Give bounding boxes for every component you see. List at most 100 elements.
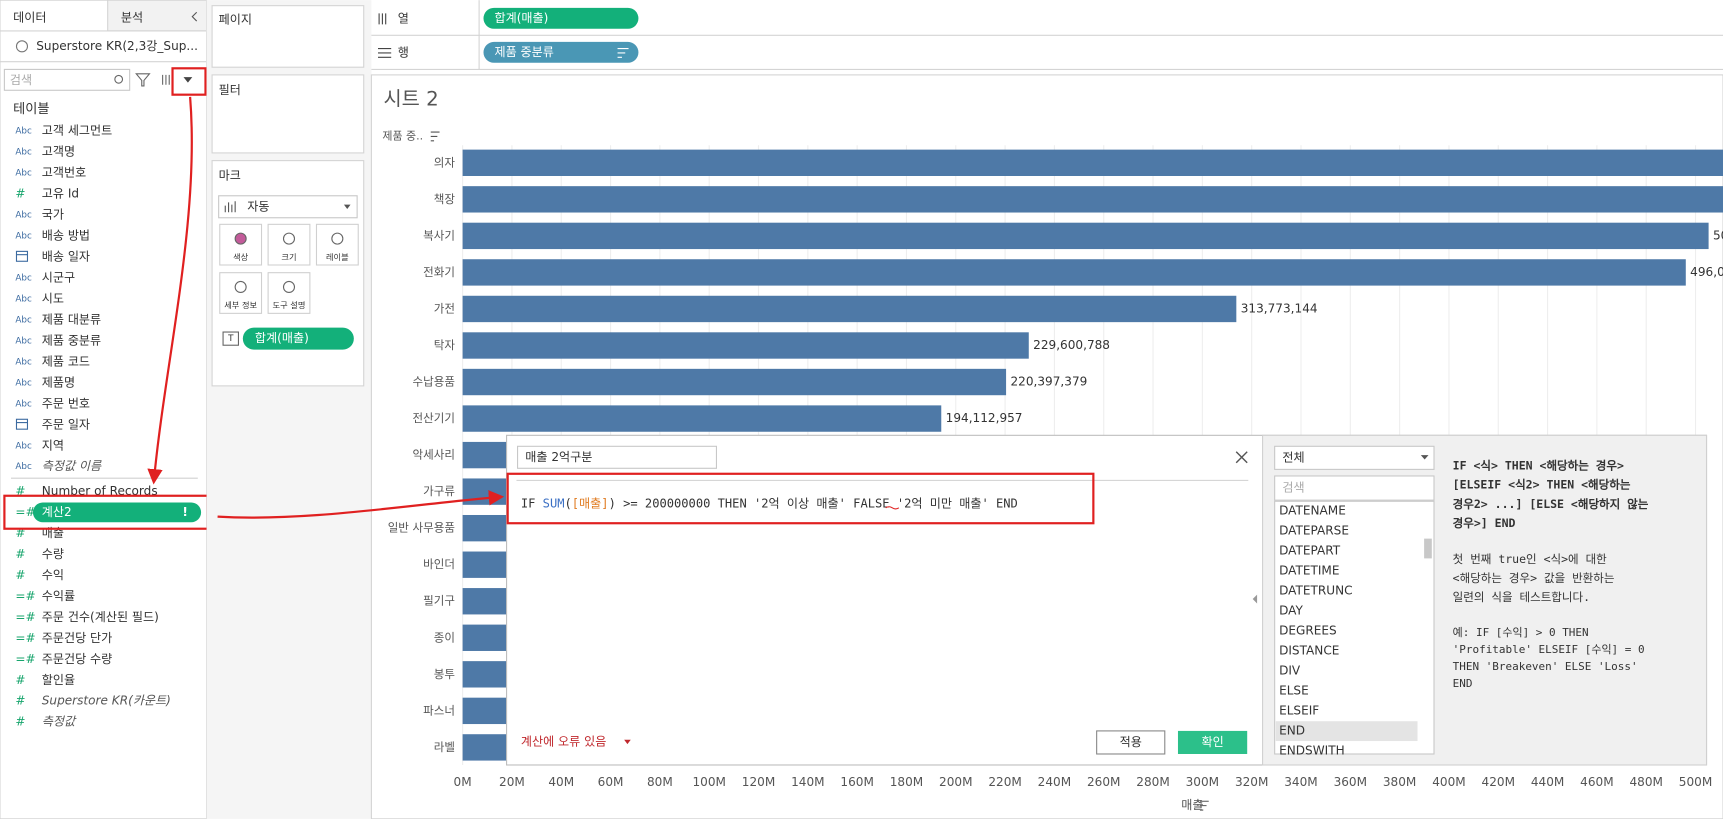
mark-button-label: 세부 정보 [224,300,257,310]
function-item[interactable]: ELSEIF [1279,704,1319,718]
help-example: 예: IF [수익] > 0 THEN [1453,626,1589,639]
marks-pill-label: 합계(매출) [255,331,309,345]
field-name[interactable]: 국가 [42,207,64,221]
field-name[interactable]: 계산2 [42,505,72,519]
formula[interactable]: IF SUM([매출]) >= 200000000 THEN '2억 이상 매출… [521,496,1018,510]
field-name[interactable]: 제품명 [42,375,75,389]
rows-pill[interactable] [483,41,639,63]
formula-token: IF [521,496,543,510]
chart-title: 시트 2 [383,88,438,111]
bar [462,222,1709,250]
formula-token: SUM [543,496,565,510]
field-name[interactable]: 주문 번호 [42,396,90,410]
help-description: <해당하는 경우> 값을 반환하는 [1453,571,1615,585]
calc-name-box[interactable] [517,445,718,469]
mark-type-dropdown[interactable] [218,195,358,219]
field-name[interactable]: 주문 건수(계산된 필드) [42,610,159,624]
field-name[interactable]: 지역 [42,438,64,452]
field-name[interactable]: 고객 세그먼트 [42,123,113,137]
rows-label: 행 [398,44,409,59]
datasource-name[interactable]: Superstore KR(2,3강_Sup... [36,39,198,53]
marks-pill[interactable] [242,327,354,350]
function-item[interactable]: DAY [1279,604,1303,618]
function-item[interactable]: DIV [1279,664,1301,678]
field-icon: Abc [15,210,32,220]
x-tick-label: 240M [1038,775,1071,789]
mark-button-label: 도구 설명 [273,300,306,310]
analysis-tab[interactable]: 분석 [121,10,143,24]
function-item[interactable]: ELSE [1279,684,1309,698]
ok-button[interactable] [1177,730,1248,754]
field-icon: Abc [15,378,32,388]
function-item[interactable]: DATEPARSE [1279,524,1349,538]
mark-button-icon [234,280,247,294]
field-name[interactable]: 고객명 [42,144,75,158]
search-box[interactable] [3,68,131,91]
field-icon: # [15,715,25,729]
function-item[interactable]: END [1279,724,1305,738]
field-name[interactable]: 제품 중분류 [42,333,101,347]
mark-button-label: 색상 [233,252,249,262]
field-icon: Abc [15,294,32,304]
scrollbar[interactable] [1424,538,1432,559]
help-description: 첫 번째 true인 <식>에 대한 [1453,552,1607,566]
help-syntax: IF <식> THEN <해당하는 경우> [1453,459,1624,473]
function-search[interactable] [1274,475,1435,501]
field-name[interactable]: 시군구 [42,270,75,284]
field-pill[interactable] [32,502,202,523]
field-name[interactable]: 측정값 이름 [42,459,102,473]
collapse-icon[interactable] [191,11,198,22]
function-item[interactable]: DATENAME [1279,504,1346,518]
columns-label: 열 [398,11,409,25]
field-name[interactable]: Superstore KR(카운트) [42,694,171,708]
dropdown-icon[interactable] [183,77,193,83]
mark-button-icon [234,232,247,245]
bar [462,186,1723,213]
filter-icon[interactable] [135,73,151,87]
field-name[interactable]: 주문건당 수량 [42,652,113,666]
calc-name[interactable]: 매출 2억구분 [525,450,592,464]
field-icon: Abc [15,462,32,472]
field-name[interactable]: 배송 방법 [42,228,90,242]
data-tab[interactable]: 데이터 [13,10,46,24]
mark-type-icon [224,201,236,213]
view-icon[interactable] [162,74,170,85]
field-name[interactable]: 시도 [42,291,64,305]
x-tick-label: 500M [1679,775,1712,789]
field-name[interactable]: 수익률 [42,589,75,603]
close-button[interactable] [1235,451,1248,464]
rows-pill-label: 제품 중분류 [494,45,553,59]
field-name[interactable]: 고객번호 [42,165,86,179]
field-icon: # [15,694,25,708]
field-name[interactable]: Number of Records [42,484,158,498]
field-name[interactable]: 할인율 [42,673,75,687]
label-icon-glyph: T [227,334,234,344]
function-item[interactable]: DEGREES [1279,624,1337,638]
field-icon: =# [15,652,35,666]
function-item[interactable]: DATETIME [1279,564,1339,578]
apply-button[interactable] [1096,730,1166,755]
function-item[interactable]: DISTANCE [1279,644,1339,658]
field-name[interactable]: 제품 대분류 [42,312,101,326]
field-name[interactable]: 배송 일자 [42,249,90,263]
calc-error[interactable]: 계산에 오류 있음 [521,734,606,748]
field-icon: =# [15,589,35,603]
field-name[interactable]: 측정값 [42,715,77,729]
function-item[interactable]: ENDSWITH [1279,744,1345,758]
category-dropdown[interactable] [1274,445,1435,470]
field-name[interactable]: 고유 Id [42,186,79,200]
expand-icon[interactable] [1252,594,1258,604]
function-item[interactable]: DATETRUNC [1279,584,1353,598]
x-tick-label: 460M [1580,775,1613,789]
field-icon: # [15,526,25,540]
y-tick-label: 복사기 [423,228,455,242]
field-name[interactable]: 주문건당 단가 [42,631,113,645]
field-name[interactable]: 수익 [42,568,64,582]
field-name[interactable]: 제품 코드 [42,354,90,368]
columns-pill[interactable] [483,7,639,29]
y-tick-label: 책장 [434,192,456,206]
field-name[interactable]: 주문 일자 [42,417,90,431]
function-item[interactable]: DATEPART [1279,544,1341,558]
error-dropdown[interactable] [624,739,631,745]
field-name[interactable]: 수량 [42,547,64,561]
